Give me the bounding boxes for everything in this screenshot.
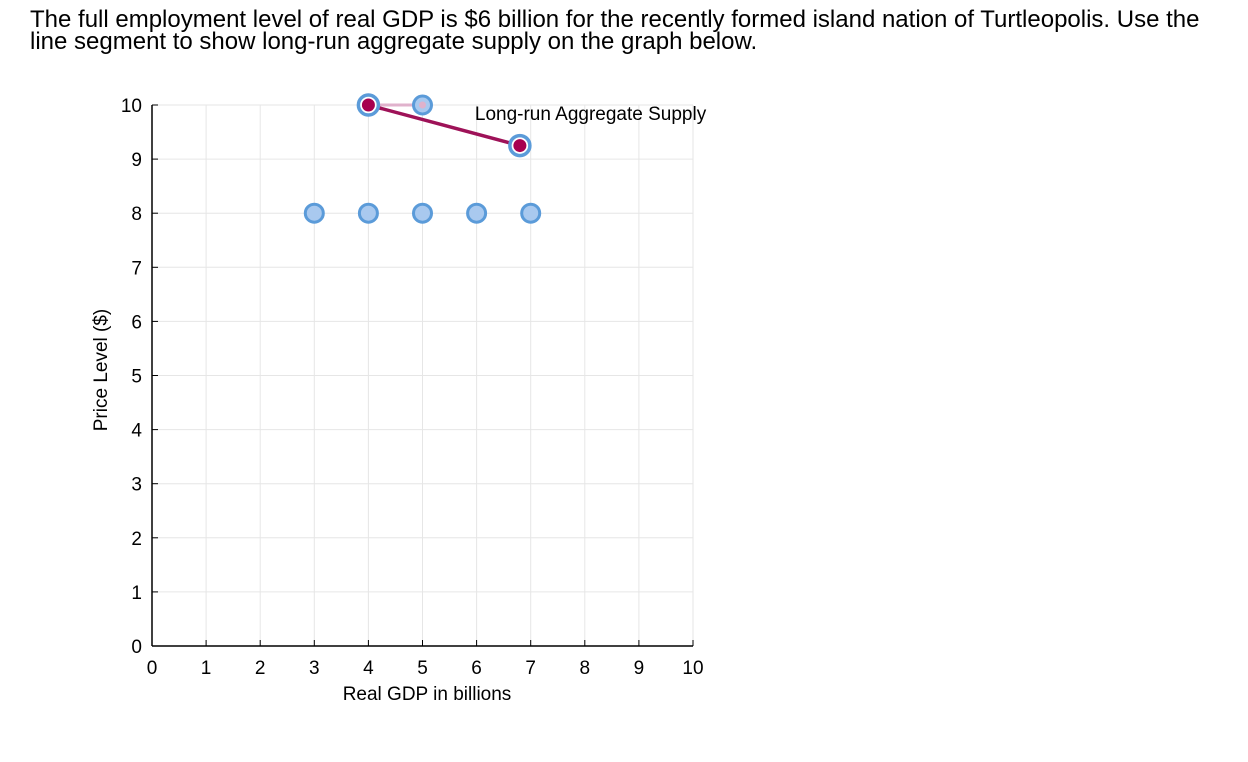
- y-tick-label-3: 3: [131, 475, 142, 496]
- x-tick-label-5: 5: [417, 658, 428, 679]
- x-tick-label-1: 1: [201, 658, 212, 679]
- x-tick-label-3: 3: [309, 658, 320, 679]
- lras-series: [356, 93, 532, 158]
- y-tick-label-10: 10: [121, 96, 142, 117]
- palette-point-4[interactable]: [466, 202, 488, 224]
- axes: [151, 104, 694, 647]
- x-tick-label-8: 8: [580, 658, 591, 679]
- grid: [152, 104, 694, 646]
- x-tick-label-7: 7: [525, 658, 536, 679]
- palette-point-2[interactable]: [357, 202, 379, 224]
- lras-endpoint-1: [361, 98, 375, 112]
- y-tick-label-9: 9: [131, 150, 142, 171]
- x-axis-label: Real GDP in billions: [343, 684, 512, 705]
- x-tick-label-2: 2: [255, 658, 266, 679]
- y-tick-label-5: 5: [131, 367, 142, 388]
- lras-endpoint-2: [513, 139, 527, 153]
- y-tick-label-7: 7: [131, 258, 142, 279]
- unplaced-handle-dot: [419, 101, 426, 109]
- palette-point-1[interactable]: [303, 202, 325, 224]
- lras-curve-label: Long-run Aggregate Supply: [475, 104, 707, 125]
- x-tick-label-10: 10: [682, 658, 703, 679]
- y-tick-label-8: 8: [131, 204, 142, 225]
- y-tick-label-2: 2: [131, 529, 142, 550]
- x-tick-label-9: 9: [634, 658, 645, 679]
- palette-points: [303, 202, 542, 224]
- y-tick-label-4: 4: [131, 421, 142, 442]
- x-tick-label-4: 4: [363, 658, 374, 679]
- y-tick-label-6: 6: [131, 312, 142, 333]
- x-tick-label-0: 0: [147, 658, 158, 679]
- y-tick-label-1: 1: [131, 583, 142, 604]
- palette-point-3[interactable]: [412, 202, 433, 224]
- y-axis-label: Price Level ($): [91, 309, 112, 432]
- tick-labels: 0 1 2 3 4 5 6 7 8 9 10 0 1 2 3 4 5 6 7 8 9 10: [121, 96, 704, 679]
- lras-segment[interactable]: [367, 103, 521, 148]
- x-tick-label-6: 6: [471, 658, 482, 679]
- y-tick-label-0: 0: [131, 637, 142, 658]
- palette-point-5[interactable]: [520, 202, 542, 224]
- question-text: The full employment level of real GDP is…: [30, 6, 1200, 55]
